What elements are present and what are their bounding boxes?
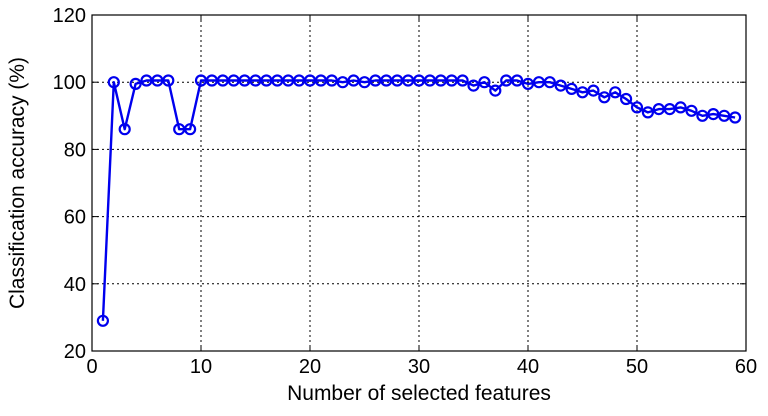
x-tick-label: 20 [299,356,321,378]
data-point [184,123,197,136]
data-point [336,76,349,89]
y-tick-label: 120 [53,5,86,27]
x-tick-label: 60 [735,356,757,378]
y-axis-label: Classification accuracy (%) [6,57,29,309]
data-point [467,79,480,92]
data-point [696,109,709,122]
grid-lines [92,15,746,351]
x-tick-label: 10 [190,356,212,378]
x-tick-label: 30 [408,356,430,378]
data-point [707,107,720,121]
y-tick-label: 80 [64,139,86,161]
data-point [129,77,142,91]
data-point [358,76,371,89]
data-point [118,123,131,136]
y-tick-labels: 20 40 60 80 100 120 [53,5,86,363]
data-point [685,104,698,117]
data-point [663,102,676,116]
data-point [456,74,469,87]
data-point [576,86,589,99]
x-axis-label: Number of selected features [287,382,551,405]
data-point [521,77,535,91]
data-point [728,111,742,124]
data-point [565,82,578,96]
y-tick-label: 60 [64,207,86,229]
data-point [619,92,633,106]
data-point [674,101,687,114]
data-point [587,84,600,97]
data-point [489,84,502,97]
data-point [609,86,622,99]
data-point [96,314,110,327]
data-point [510,74,524,87]
x-tick-label: 0 [86,356,97,378]
accuracy-series-points [96,74,742,327]
data-point [718,109,731,122]
data-point [107,76,120,89]
data-point [478,76,491,89]
y-tick-label: 100 [53,72,86,94]
data-point [347,74,360,87]
axis-ticks [91,14,747,352]
x-tick-label: 50 [626,356,648,378]
data-point [641,106,655,119]
y-tick-label: 40 [64,274,86,296]
x-tick-label: 40 [517,356,539,378]
data-point [554,79,567,92]
data-point [162,74,175,87]
x-tick-labels: 0 10 20 30 40 50 60 [86,356,757,378]
data-point [630,101,644,114]
data-point [325,74,338,87]
data-point [543,76,556,89]
data-point [598,91,611,104]
y-tick-label: 20 [64,341,86,363]
